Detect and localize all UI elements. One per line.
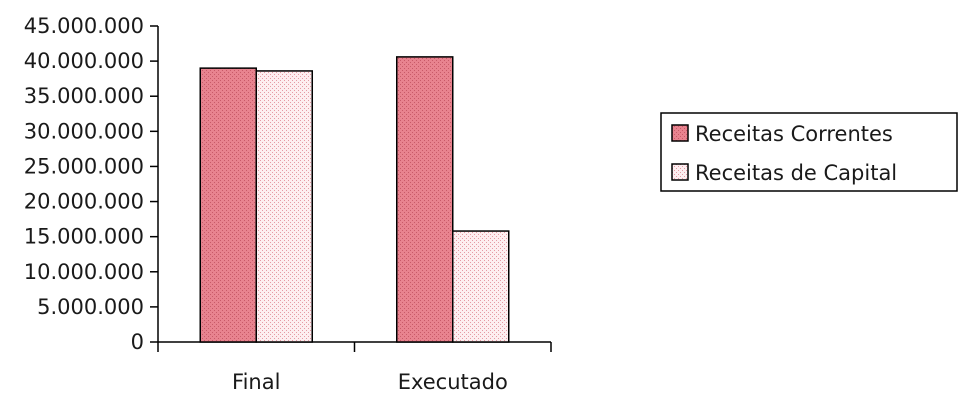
y-tick-label: 40.000.000 — [24, 49, 144, 73]
bar-receitas-correntes-final — [199, 67, 257, 343]
legend-swatch-receitas-de-capital — [671, 163, 689, 181]
x-category-label: Executado — [398, 370, 508, 394]
y-tick-label: 15.000.000 — [24, 225, 144, 249]
category-labels: Final Executado — [232, 370, 508, 394]
bars — [199, 56, 510, 343]
x-category-label: Final — [232, 370, 280, 394]
y-tick-label: 5.000.000 — [37, 295, 144, 319]
legend-label-receitas-correntes: Receitas Correntes — [695, 122, 893, 146]
y-tick-label: 20.000.000 — [24, 190, 144, 214]
legend: Receitas Correntes Receitas de Capital — [660, 112, 958, 192]
y-tick-label: 45.000.000 — [24, 14, 144, 38]
y-tick-label: 35.000.000 — [24, 84, 144, 108]
bar-receitas-de-capital-final — [255, 70, 313, 343]
legend-label-receitas-de-capital: Receitas de Capital — [695, 161, 897, 185]
y-tick-label: 10.000.000 — [24, 260, 144, 284]
y-axis: 0 5.000.000 10.000.000 15.000.000 20.000.000… — [24, 14, 159, 354]
bar-receitas-de-capital-executado — [452, 230, 510, 343]
bar-receitas-correntes-executado — [396, 56, 454, 343]
legend-swatch-receitas-correntes — [671, 124, 689, 142]
y-tick-label: 30.000.000 — [24, 119, 144, 143]
legend-frame — [660, 112, 958, 192]
y-tick-label: 0 — [131, 330, 144, 354]
y-tick-label: 25.000.000 — [24, 154, 144, 178]
x-axis — [157, 341, 552, 352]
